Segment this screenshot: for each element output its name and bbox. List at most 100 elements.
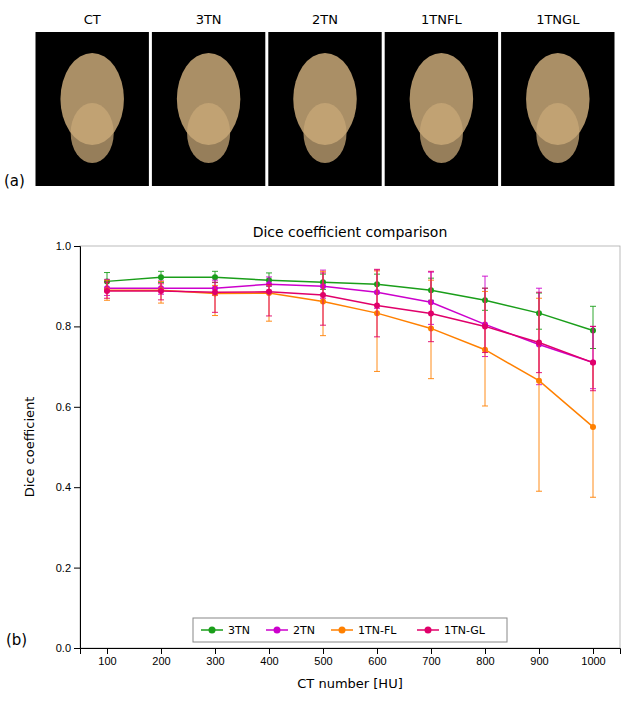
error-bar <box>482 276 488 356</box>
tick-mark <box>107 648 108 654</box>
x-axis-title: CT number [HU] <box>297 676 402 691</box>
tick-label: 0.2 <box>56 562 71 574</box>
error-bar <box>266 285 272 321</box>
marker <box>482 323 488 329</box>
tick-label: 400 <box>260 655 278 667</box>
tick-mark <box>74 487 80 488</box>
error-bar <box>104 282 110 298</box>
y-tick: 0.8 <box>56 320 80 332</box>
marker <box>428 311 434 317</box>
image-caption: CT <box>84 12 101 27</box>
tick-label: 1.0 <box>56 240 71 252</box>
marker <box>536 378 542 384</box>
x-tick: 400 <box>260 648 278 667</box>
tick-label: 1000 <box>581 655 605 667</box>
x-tick: 700 <box>422 648 440 667</box>
error-bar <box>104 280 110 300</box>
y-axis: 0.0 0.2 0.4 0.6 0.8 1.0 <box>56 240 81 654</box>
tick-label: 100 <box>98 655 116 667</box>
tick-mark <box>269 648 270 654</box>
tick-mark <box>431 648 432 654</box>
series <box>104 269 596 390</box>
x-tick: 200 <box>152 648 170 667</box>
tick-mark <box>74 648 80 649</box>
plot-frame <box>80 246 620 648</box>
panel-label: (b) <box>6 631 27 649</box>
marker <box>590 424 596 430</box>
legend-item: 1TN-FL <box>331 624 397 637</box>
axis-line <box>81 649 621 655</box>
image-placeholder <box>385 32 498 186</box>
tick-mark <box>74 407 80 408</box>
image-shape <box>303 103 346 163</box>
image-placeholder <box>501 32 614 186</box>
marker <box>590 360 596 366</box>
panel-a: CT3TN2TN1TNFL1TNGL <box>36 12 615 186</box>
marker <box>212 274 218 280</box>
marker <box>104 288 110 294</box>
tick-label: 700 <box>422 655 440 667</box>
y-tick: 0.4 <box>56 481 80 493</box>
image-placeholder <box>268 32 381 186</box>
tick-label: 200 <box>152 655 170 667</box>
tick-label: 0.8 <box>56 320 71 332</box>
tick-mark <box>74 326 80 327</box>
error-bar <box>212 282 218 312</box>
series-line <box>107 277 593 330</box>
y-tick: 1.0 <box>56 240 80 252</box>
image-placeholder <box>152 32 265 186</box>
tick-label: 900 <box>530 655 548 667</box>
figure: CT3TN2TN1TNFL1TNGL1002003004005006007008… <box>0 0 640 706</box>
x-axis: 1002003004005006007008009001000 <box>81 648 621 667</box>
error-bar <box>320 271 326 335</box>
image-caption: 1TNFL <box>421 12 462 27</box>
error-bar <box>482 288 488 352</box>
tick-label: 0.6 <box>56 401 71 413</box>
image-placeholder <box>36 32 149 186</box>
x-tick: 300 <box>206 648 224 667</box>
y-tick: 0.0 <box>56 642 80 654</box>
legend-label: 1TN-FL <box>358 624 397 637</box>
y-axis-title: Dice coefficient <box>22 397 37 498</box>
legend-item: 3TN <box>201 624 250 637</box>
legend-item: 2TN <box>266 624 315 637</box>
error-bar <box>428 271 434 341</box>
series-line <box>107 291 593 363</box>
legend-swatch <box>274 627 281 634</box>
legend-box <box>193 618 507 642</box>
panel-b: 10020030040050060070080090010000.00.20.4… <box>22 224 621 691</box>
error-bar <box>536 288 542 384</box>
legend-label: 1TN-GL <box>444 624 486 637</box>
tick-label: 600 <box>368 655 386 667</box>
legend-swatch <box>339 627 346 634</box>
tick-mark <box>539 648 540 654</box>
tick-mark <box>323 648 324 654</box>
error-bar <box>374 269 380 337</box>
image-shape <box>420 103 463 163</box>
tick-mark <box>485 648 486 654</box>
tick-label: 0.4 <box>56 481 71 493</box>
tick-label: 500 <box>314 655 332 667</box>
series-line <box>107 290 593 427</box>
tick-mark <box>377 648 378 654</box>
marker <box>212 289 218 295</box>
marker <box>536 339 542 345</box>
marker <box>104 287 110 293</box>
legend-label: 2TN <box>293 624 315 637</box>
image-caption: 2TN <box>312 12 338 27</box>
axis-line <box>74 247 81 649</box>
image-caption: 1TNGL <box>536 12 580 27</box>
x-tick: 600 <box>368 648 386 667</box>
error-bar <box>590 326 596 390</box>
marker <box>590 360 596 366</box>
legend-label: 3TN <box>228 624 250 637</box>
marker <box>374 302 380 308</box>
error-bar <box>158 281 164 303</box>
tick-mark <box>593 648 594 654</box>
error-bar <box>158 284 164 300</box>
tick-label: 0.0 <box>56 642 71 654</box>
series <box>104 271 596 497</box>
chart-title: Dice coefficient comparison <box>253 224 448 240</box>
image-shape <box>187 103 230 163</box>
image-shape <box>536 103 579 163</box>
